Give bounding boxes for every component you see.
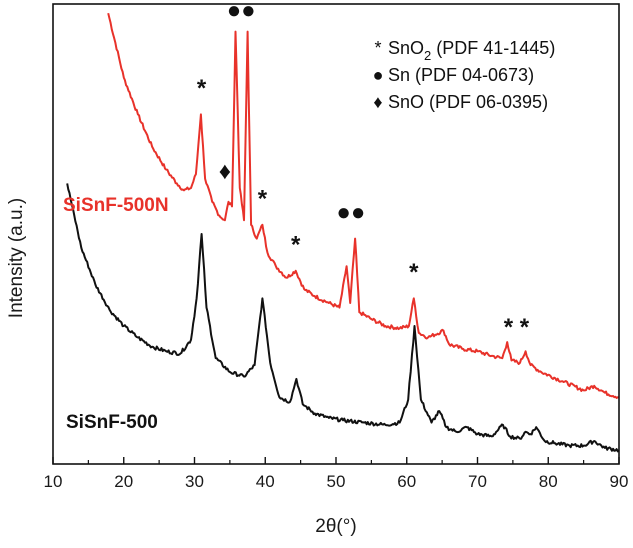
- series-line-sisnf-500: [66, 183, 620, 453]
- peak-annotation: *: [409, 259, 419, 286]
- series-line-sisnf-500n: [107, 12, 620, 399]
- x-tick-label: 40: [256, 472, 275, 491]
- peak-annotation: *: [258, 185, 268, 212]
- x-tick-label: 30: [185, 472, 204, 491]
- x-tick-label: 20: [114, 472, 133, 491]
- legend-symbol: ♦: [373, 92, 382, 112]
- plot-lines: [66, 12, 620, 453]
- x-tick-label: 60: [397, 472, 416, 491]
- x-tick-label: 50: [327, 472, 346, 491]
- x-tick-label: 80: [539, 472, 558, 491]
- axes: 10 20 30 40 50 60 70 80 90: [44, 3, 629, 491]
- series-label: SiSnF-500: [66, 412, 158, 433]
- peak-annotation: ♦: [219, 158, 231, 185]
- y-axis-title: Intensity (a.u.): [6, 198, 27, 318]
- legend-entry-label: SnO2 (PDF 41-1445): [388, 38, 555, 63]
- plot-frame: [52, 3, 620, 465]
- peak-annotation: *: [291, 231, 301, 258]
- legend-entry-label: SnO (PDF 06-0395): [388, 92, 548, 112]
- legend-symbol: ●: [373, 65, 384, 85]
- sample-labels: SiSnF-500N SiSnF-500: [63, 195, 169, 433]
- legend-symbol: *: [374, 38, 381, 58]
- series-label: SiSnF-500N: [63, 195, 169, 216]
- x-tick-label: 10: [44, 472, 63, 491]
- x-tick-label: 90: [610, 472, 629, 491]
- legend: * SnO2 (PDF 41-1445)● Sn (PDF 04-0673) ♦ SnO…: [373, 38, 556, 112]
- peak-annotation: ●●: [227, 0, 256, 24]
- x-axis-title: 2θ(°): [315, 516, 356, 537]
- peak-annotation: *: [197, 75, 207, 102]
- x-tick-label: 70: [468, 472, 487, 491]
- peak-annotation: * *: [504, 314, 530, 341]
- legend-entry-label: Sn (PDF 04-0673): [388, 65, 534, 85]
- peak-annotation: ●●: [336, 199, 365, 226]
- peak-annotations: * ♦ ●● * * ●● * * *: [197, 0, 530, 341]
